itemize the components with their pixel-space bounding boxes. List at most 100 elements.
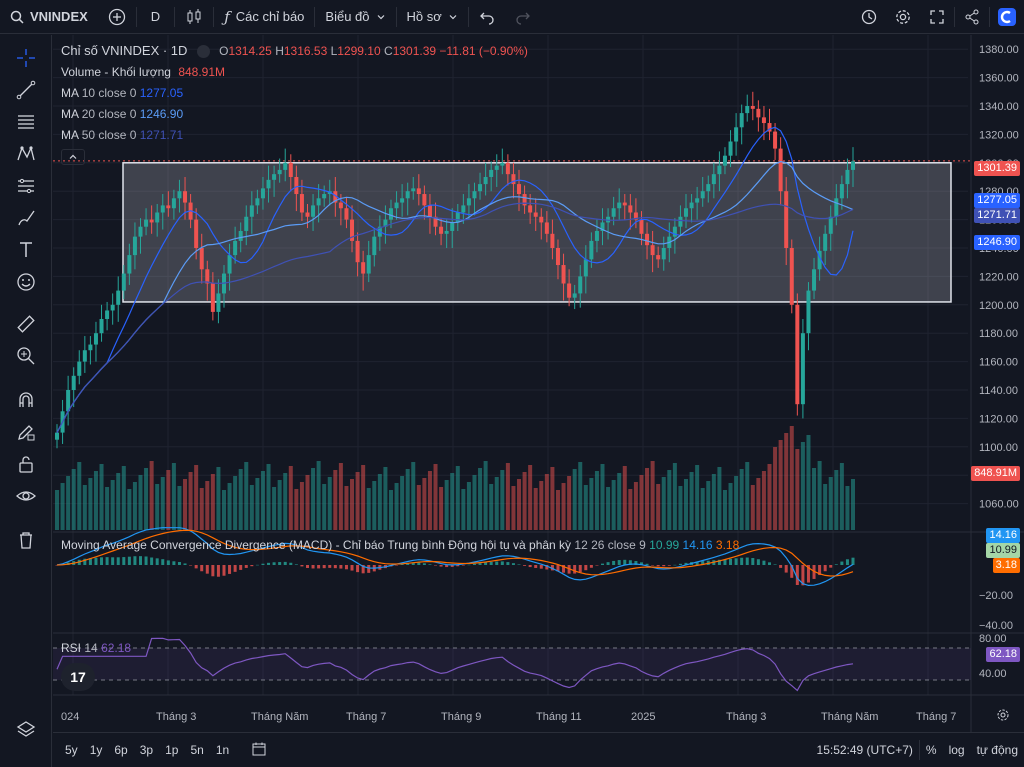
macd-histogram-bar xyxy=(489,561,493,565)
drawing-toolbar xyxy=(0,35,52,767)
macd-histogram-bar xyxy=(417,562,421,565)
candle-style-button[interactable] xyxy=(175,0,213,34)
visibility-tool[interactable] xyxy=(13,483,39,509)
macd-histogram-bar xyxy=(667,565,671,566)
candle-body xyxy=(528,205,533,213)
macd-histogram-bar xyxy=(829,565,833,568)
volume-bar xyxy=(333,470,338,530)
macd-histogram-bar xyxy=(411,562,415,565)
range-button-3p[interactable]: 3p xyxy=(139,743,154,757)
ohlc-open: 1314.25 xyxy=(228,44,272,58)
volume-bar xyxy=(528,465,533,530)
macd-histogram-bar xyxy=(550,565,554,571)
time-tick-label: 2025 xyxy=(631,711,655,723)
collapse-legend-button[interactable] xyxy=(61,149,85,165)
volume-bar xyxy=(572,469,577,530)
volume-bar xyxy=(132,482,137,530)
macd-histogram-bar xyxy=(428,564,432,565)
ma20-price-label: 1246.90 xyxy=(974,235,1020,250)
zoom-tool[interactable] xyxy=(13,343,39,369)
symbol-search[interactable]: VNINDEX xyxy=(0,0,98,34)
volume-bar xyxy=(695,465,700,530)
price-tick-label: 1160.00 xyxy=(979,357,1018,369)
range-button-1p[interactable]: 1p xyxy=(165,743,179,757)
drawing-mode-tool[interactable] xyxy=(13,419,39,445)
pattern-tool[interactable] xyxy=(13,141,39,167)
candle-body xyxy=(355,240,360,263)
volume-bar xyxy=(82,485,87,530)
fib-tool[interactable] xyxy=(13,109,39,135)
volume-bar xyxy=(611,480,616,530)
redo-button[interactable] xyxy=(505,0,541,34)
lock-tool[interactable] xyxy=(13,451,39,477)
divider xyxy=(314,6,316,27)
delete-tool[interactable] xyxy=(13,527,39,553)
measure-tool[interactable] xyxy=(13,311,39,337)
volume-bar xyxy=(672,463,677,530)
volume-bar xyxy=(377,474,382,530)
emoji-tool[interactable] xyxy=(13,269,39,295)
fullscreen-button[interactable] xyxy=(920,0,954,34)
volume-bar xyxy=(144,468,149,530)
candle-body xyxy=(305,212,310,217)
auto-toggle[interactable]: tự động xyxy=(976,743,1018,757)
volume-bar xyxy=(422,478,427,530)
volume-bar xyxy=(684,479,689,530)
log-toggle[interactable]: log xyxy=(948,743,965,757)
candle-body xyxy=(194,219,199,248)
candle-body xyxy=(784,191,789,248)
tradingview-logo[interactable]: 17 xyxy=(61,663,95,691)
compare-button[interactable] xyxy=(98,0,136,34)
rsi-tick-label: 80.00 xyxy=(979,633,1007,645)
price-tick-label: 1140.00 xyxy=(979,385,1018,397)
volume-bar xyxy=(227,483,232,530)
macd-histogram-bar xyxy=(233,565,237,572)
text-tool[interactable] xyxy=(13,237,39,263)
smiley-icon xyxy=(17,273,35,291)
range-button-5n[interactable]: 5n xyxy=(190,743,204,757)
macd-histogram-bar xyxy=(272,562,276,565)
volume-bar xyxy=(812,468,817,530)
range-button-1y[interactable]: 1y xyxy=(89,743,103,757)
brand-logo[interactable] xyxy=(990,0,1024,34)
magnet-tool[interactable] xyxy=(13,387,39,413)
candle-body xyxy=(71,375,76,390)
candle-body xyxy=(233,240,238,256)
candle-body xyxy=(483,177,488,185)
settings-button[interactable] xyxy=(886,0,920,34)
volume-bar xyxy=(533,488,538,530)
ohlc-high: 1316.53 xyxy=(283,44,328,58)
undo-button[interactable] xyxy=(469,0,505,34)
chart-type-dropdown[interactable]: Biểu đồ xyxy=(315,0,395,34)
share-button[interactable] xyxy=(955,0,989,34)
range-button-5y[interactable]: 5y xyxy=(65,743,78,757)
volume-bar xyxy=(773,447,778,530)
macd-histogram-bar xyxy=(322,565,326,569)
object-tree-button[interactable] xyxy=(13,717,39,743)
indicators-button[interactable]: ƒ Các chỉ báo xyxy=(214,0,314,34)
range-button-6p[interactable]: 6p xyxy=(114,743,128,757)
macd-histogram-bar xyxy=(177,562,181,565)
brush-tool[interactable] xyxy=(13,205,39,231)
macd-histogram-bar xyxy=(328,565,332,568)
chart-canvas[interactable]: 1380.001360.001340.001320.001300.001280.… xyxy=(53,35,1024,732)
projection-tool[interactable] xyxy=(13,173,39,199)
range-button-1n[interactable]: 1n xyxy=(215,743,230,757)
candle-body xyxy=(650,245,655,256)
status-dot xyxy=(196,45,210,59)
trendline-tool[interactable] xyxy=(13,77,39,103)
volume-bar xyxy=(756,478,761,530)
macd-histogram-bar xyxy=(523,565,527,566)
percent-toggle[interactable]: % xyxy=(925,743,937,757)
interval-button[interactable]: D xyxy=(137,0,174,34)
goto-date-button[interactable] xyxy=(245,741,273,760)
crosshair-tool[interactable] xyxy=(13,45,39,71)
last-price-label: 1301.39 xyxy=(974,161,1020,176)
candle-body xyxy=(706,184,711,192)
chart-pane[interactable]: 1380.001360.001340.001320.001300.001280.… xyxy=(53,35,1024,732)
volume-bar xyxy=(199,488,204,530)
replay-button[interactable] xyxy=(852,0,886,34)
divider xyxy=(954,7,955,27)
axis-settings-button[interactable] xyxy=(996,708,1010,725)
profile-dropdown[interactable]: Hồ sơ xyxy=(397,0,468,34)
